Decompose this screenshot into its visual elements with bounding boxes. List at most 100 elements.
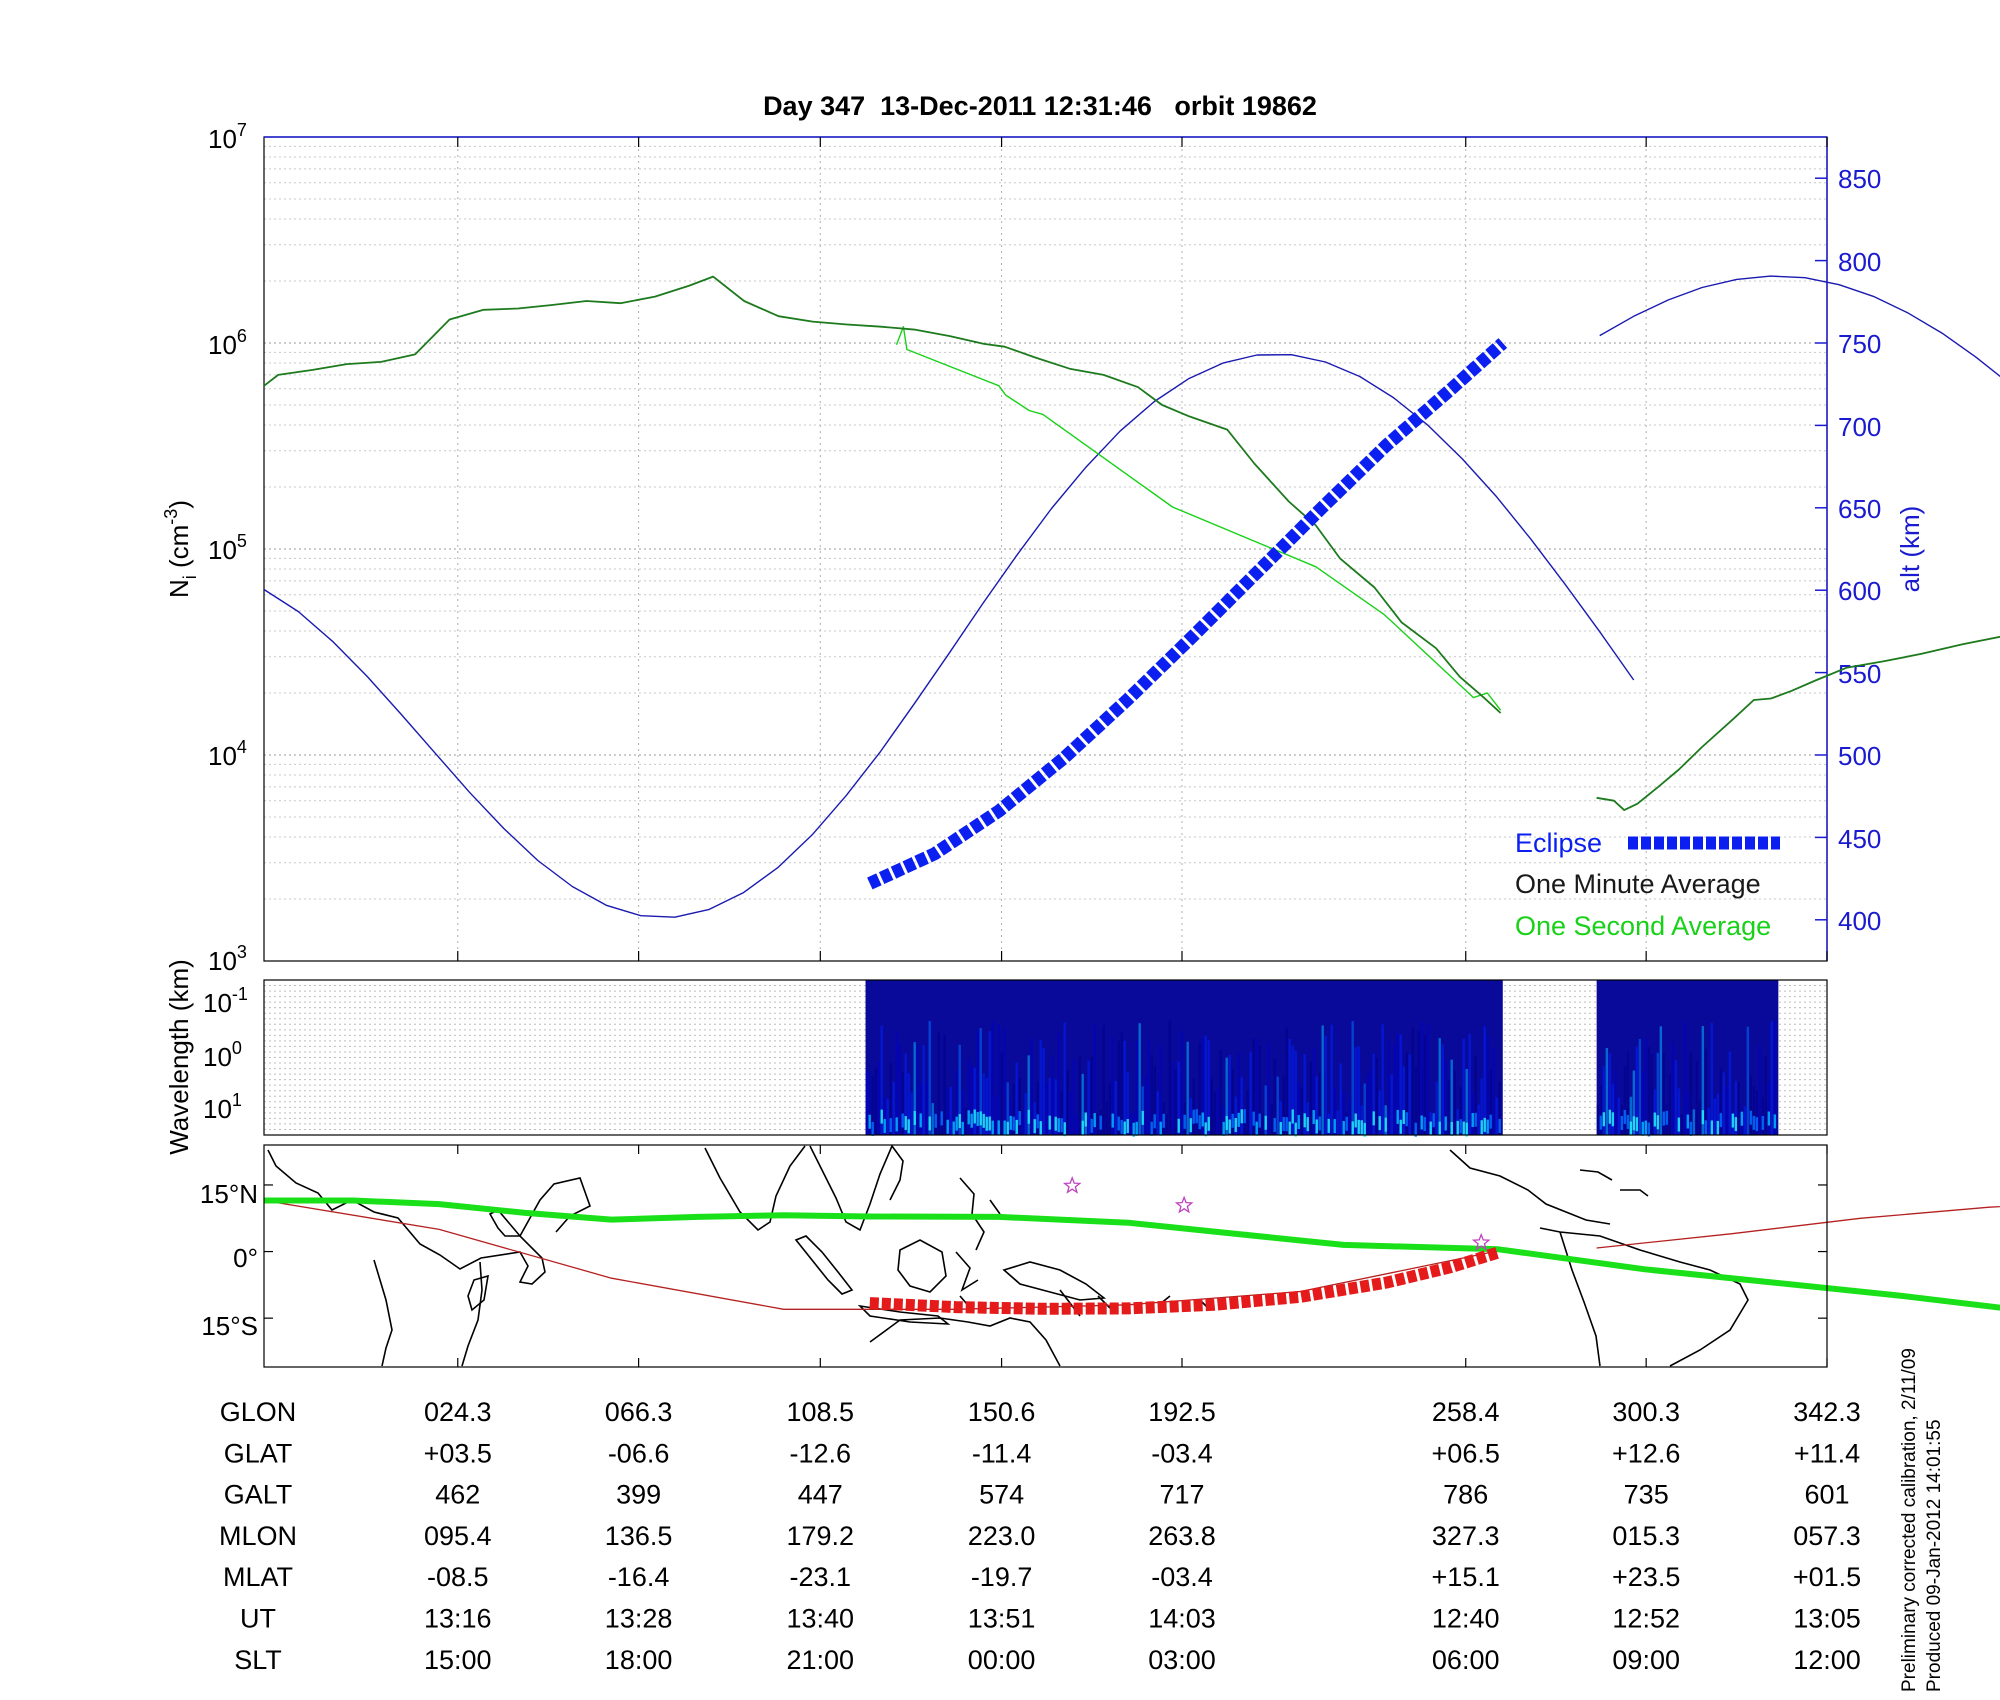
spectrogram-column-peak xyxy=(1689,1121,1693,1136)
spectrogram-column xyxy=(1653,1089,1657,1135)
india-coast xyxy=(704,1145,806,1232)
spectrogram-column xyxy=(1312,1048,1315,1135)
table-cell: -11.4 xyxy=(972,1438,1032,1468)
table-cell: 179.2 xyxy=(787,1521,855,1551)
altitude-tick-labels: 400 450 500 550 600 650 700 750 800 850 xyxy=(1838,164,1881,936)
spectrogram-column xyxy=(1003,1028,1006,1135)
spectrogram-column xyxy=(1297,1082,1300,1135)
africa-coast xyxy=(267,1149,546,1285)
spectrogram-column-peak xyxy=(1111,1113,1114,1128)
spectrogram-column-peak xyxy=(1716,1120,1720,1135)
spectrogram-column xyxy=(1051,1057,1054,1135)
borneo-coast xyxy=(897,1239,947,1293)
spectrogram-column-peak xyxy=(871,1121,874,1136)
spectrogram-column xyxy=(1447,1080,1450,1135)
map-tracks xyxy=(263,1197,2000,1315)
spectrogram-column xyxy=(937,1032,940,1135)
spectrogram-column-peak xyxy=(1662,1111,1666,1126)
alt-tick-650: 650 xyxy=(1838,494,1881,524)
table-cell: 735 xyxy=(1624,1480,1669,1510)
caribbean-coast xyxy=(1579,1169,1649,1197)
spectrogram-column xyxy=(922,1044,925,1135)
table-cell: 13:05 xyxy=(1793,1604,1861,1634)
spectrogram-column xyxy=(1069,1091,1072,1135)
spectrogram-column xyxy=(1764,1056,1768,1135)
spectrogram-column xyxy=(1234,1096,1237,1135)
spectrogram-column xyxy=(1282,1075,1285,1135)
spectrogram-column-peak xyxy=(1357,1119,1360,1134)
table-cell: -23.1 xyxy=(790,1562,852,1592)
spectrogram-column-peak xyxy=(1372,1111,1375,1126)
spectrogram-column xyxy=(1279,1101,1282,1135)
map-y-tick-labels: 15°N 0° 15°S xyxy=(200,1179,258,1341)
spectrogram-column-peak xyxy=(1090,1118,1093,1133)
spectrogram-column xyxy=(1495,1097,1498,1135)
spectrogram-column-peak xyxy=(1282,1116,1285,1131)
spectrogram-column-peak xyxy=(1327,1118,1330,1133)
spectrogram-column-peak xyxy=(1240,1109,1243,1124)
spectrogram-column-peak xyxy=(1444,1116,1447,1131)
spectrogram-column xyxy=(1671,1042,1675,1135)
spectrogram-column xyxy=(1686,1091,1690,1135)
map-frame xyxy=(263,1144,1828,1368)
table-cell: -03.4 xyxy=(1151,1562,1213,1592)
spectrogram-column-peak xyxy=(1644,1120,1648,1135)
spectrogram-column xyxy=(997,1023,1000,1135)
table-cell: +03.5 xyxy=(424,1438,492,1468)
spectrogram-column xyxy=(895,1031,898,1135)
table-cell: -19.7 xyxy=(971,1562,1033,1592)
spectrogram-column xyxy=(928,1020,931,1135)
spectrogram-column xyxy=(1360,1105,1363,1135)
table-cell: +01.5 xyxy=(1793,1562,1861,1592)
spectrogram-column xyxy=(865,1068,868,1135)
spectrogram-column xyxy=(1261,1114,1264,1135)
spectrogram-column xyxy=(1605,1047,1609,1135)
series-one-minute-average xyxy=(1596,635,2000,811)
spectrogram-column-peak xyxy=(1015,1119,1018,1134)
table-row-label: GLON xyxy=(220,1397,297,1427)
spectrogram-column-peak xyxy=(1291,1109,1294,1124)
alt-tick-700: 700 xyxy=(1838,412,1881,442)
spectrogram-column xyxy=(1477,1104,1480,1135)
spectrogram-column xyxy=(1108,1083,1111,1135)
spectrogram-column xyxy=(904,1053,907,1135)
table-row-label: UT xyxy=(240,1604,276,1634)
spectrogram-column xyxy=(907,1073,910,1135)
table-cell: 150.6 xyxy=(968,1397,1036,1427)
spectrogram-column xyxy=(1075,1114,1078,1135)
spectrogram-column-peak xyxy=(1465,1122,1468,1137)
spectrogram-column xyxy=(1357,1046,1360,1135)
spectrogram-column xyxy=(889,1063,892,1135)
spectrogram-column-peak xyxy=(1252,1111,1255,1126)
spectrogram-column xyxy=(1021,1112,1024,1135)
table-cell: -12.6 xyxy=(790,1438,852,1468)
spectrogram-column xyxy=(1749,1075,1753,1135)
table-row-label: SLT xyxy=(234,1645,282,1675)
table-cell: 15:00 xyxy=(424,1645,492,1675)
table-cell: 12:00 xyxy=(1793,1645,1861,1675)
spectrogram-column xyxy=(1701,1026,1705,1135)
table-cell: 12:52 xyxy=(1612,1604,1680,1634)
spectrogram-column-peak xyxy=(1012,1116,1015,1131)
spectrogram-column xyxy=(1273,1058,1276,1135)
spectrogram-column xyxy=(1351,1021,1354,1135)
spectrogram-column xyxy=(1237,1052,1240,1135)
table-cell: 462 xyxy=(435,1480,480,1510)
spectrogram-column xyxy=(955,1069,958,1135)
y-tick-1e6: 106 xyxy=(208,326,247,360)
alt-tick-450: 450 xyxy=(1838,824,1881,854)
spectrogram-column-peak xyxy=(1273,1118,1276,1133)
spectrogram-column xyxy=(1300,1087,1303,1135)
spectrogram-column xyxy=(1399,1034,1402,1135)
wl-tick-1e1: 101 xyxy=(203,1090,242,1124)
spectrogram-column-peak xyxy=(1399,1119,1402,1134)
spectrogram-column-peak xyxy=(1486,1119,1489,1134)
spectrogram-column xyxy=(1141,1086,1144,1135)
spectrogram-column xyxy=(1617,1097,1621,1135)
spectrogram-column xyxy=(1417,1030,1420,1135)
spectrogram-column xyxy=(1498,1082,1501,1135)
spectrogram-column-peak xyxy=(1303,1113,1306,1128)
spectrogram-column xyxy=(1186,1041,1189,1135)
legend-second-label: One Second Average xyxy=(1515,911,1771,941)
spectrogram-column xyxy=(1042,1047,1045,1135)
